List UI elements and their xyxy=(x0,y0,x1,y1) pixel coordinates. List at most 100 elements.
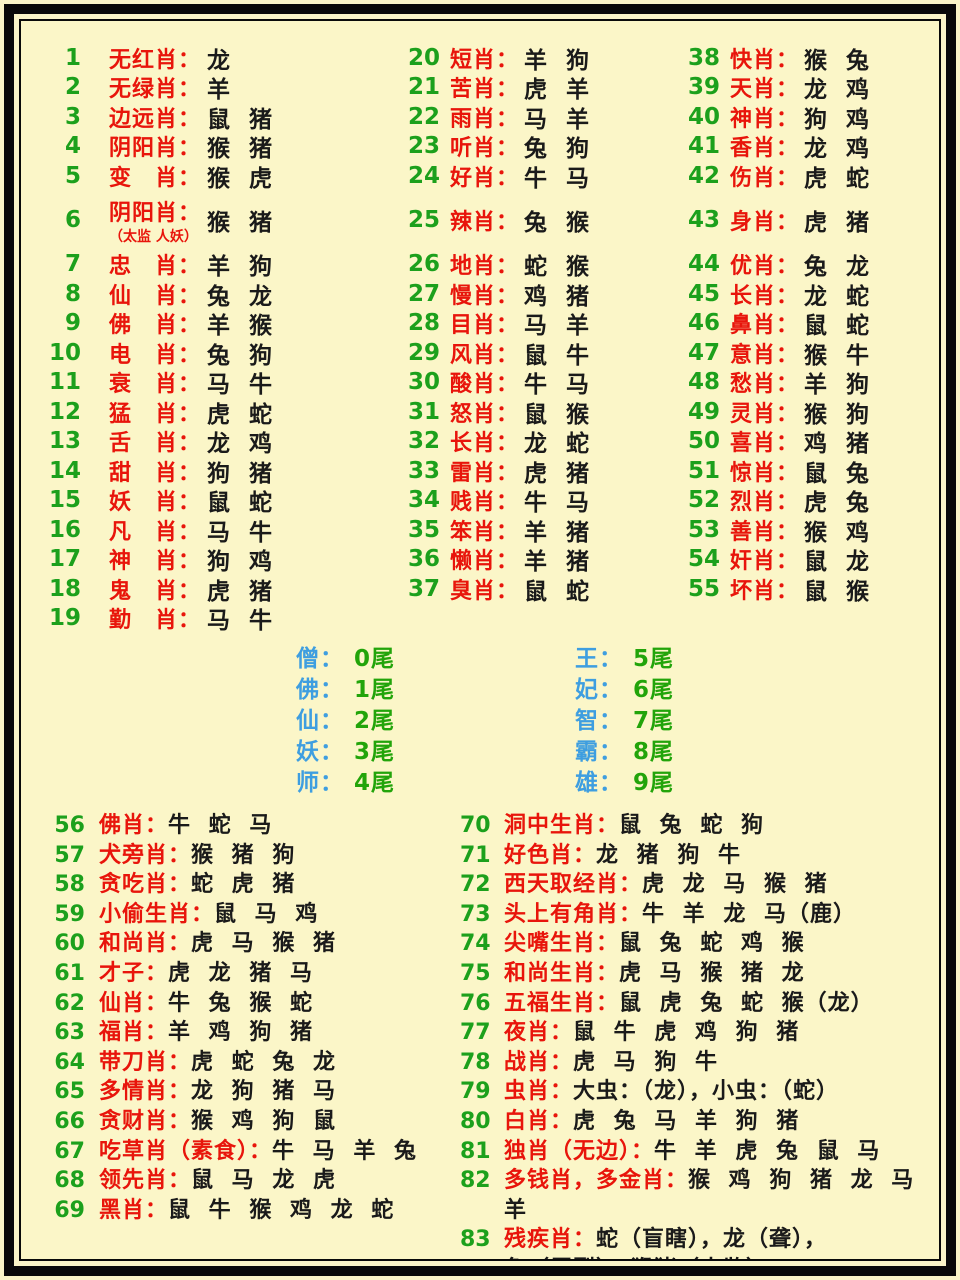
row-text: 虫肖：大虫：（龙），小虫：（蛇） xyxy=(504,1077,839,1107)
row-number: 36 xyxy=(407,546,440,573)
row-number: 14 xyxy=(48,457,81,484)
label-wrap: 酸肖： xyxy=(450,366,524,398)
row-number: 67 xyxy=(54,1138,85,1164)
row-number: 44 xyxy=(687,251,720,278)
zodiac-values: 龙 猪 狗 牛 xyxy=(596,842,741,868)
row-number: 54 xyxy=(687,546,720,573)
tail-value: 8尾 xyxy=(633,738,675,765)
category-label: 怒肖： xyxy=(450,401,520,427)
category-label: 残疾肖： xyxy=(504,1227,597,1253)
zodiac-values: 猴 狗 xyxy=(804,401,871,428)
row-text: 佛肖：牛 蛇 马 xyxy=(99,811,272,841)
zodiac-row: 55 坏肖：鼠 猴 xyxy=(645,573,939,605)
zodiac-values: 猴 虎 xyxy=(207,165,274,192)
category-label: 无绿肖： xyxy=(109,77,202,103)
zodiac-values: 狗 鸡 xyxy=(207,549,274,576)
zodiac-row: 66 贪财肖：猴 鸡 狗 鼠 xyxy=(35,1107,460,1137)
zodiac-values: 猴 猪 xyxy=(207,136,274,163)
zodiac-values: 虎 猪 xyxy=(804,210,871,236)
category-label: 犬旁肖： xyxy=(99,842,192,868)
zodiac-values: 鼠 马 龙 虎 xyxy=(191,1168,336,1194)
zodiac-values: 牛 羊 虎 兔 鼠 马 xyxy=(654,1138,881,1164)
label-wrap: 仙 肖： xyxy=(109,278,207,310)
row-number: 60 xyxy=(54,931,85,957)
category-label: 愁肖： xyxy=(730,372,800,398)
row-number: 42 xyxy=(687,162,720,189)
zodiac-row: 79 虫肖：大虫：（龙），小虫：（蛇） xyxy=(460,1077,939,1107)
category-label: 衰 肖： xyxy=(109,372,202,398)
row-number: 33 xyxy=(407,457,440,484)
row-number: 53 xyxy=(687,516,720,543)
category-label: 神肖： xyxy=(730,106,800,132)
category-label: 忠 肖： xyxy=(109,254,202,280)
row-number: 46 xyxy=(687,310,720,337)
category-label: 灵肖： xyxy=(730,401,800,427)
label-wrap: 怒肖： xyxy=(450,396,524,428)
row-number: 58 xyxy=(54,872,85,898)
zodiac-row: 21 苦肖：虎 羊 xyxy=(365,73,645,103)
zodiac-values: 龙 鸡 xyxy=(207,431,274,458)
zodiac-row: 54 奸肖：鼠 龙 xyxy=(645,545,939,575)
category-label: 仙 肖： xyxy=(109,283,202,309)
category-label: 独肖（无边）： xyxy=(504,1138,655,1164)
zodiac-row: 29 风肖：鼠 牛 xyxy=(365,338,645,369)
category-label: 惊肖： xyxy=(730,460,800,486)
zodiac-values: 鼠 牛 虎 鸡 狗 猪 xyxy=(573,1020,800,1046)
zodiac-row: 65 多情肖：龙 狗 猪 马 xyxy=(35,1077,460,1107)
tail-row: 妖： 3尾 xyxy=(296,733,395,765)
row-number: 3 xyxy=(64,103,81,130)
zodiac-row: 44 优肖：兔 龙 xyxy=(645,250,939,280)
tail-label: 妖： xyxy=(296,738,344,765)
category-label: 战肖： xyxy=(504,1049,574,1075)
row-text: 小偷生肖：鼠 马 鸡 xyxy=(99,900,318,930)
zodiac-values: 马 牛 xyxy=(207,608,274,635)
row-text: 领先肖：鼠 马 龙 虎 xyxy=(99,1166,336,1196)
zodiac-values-line2: 兔（唇裂），猴猪（太监） xyxy=(504,1255,827,1259)
label-wrap: 善肖： xyxy=(730,514,804,546)
zodiac-row: 11 衰 肖：马 牛 xyxy=(35,368,365,398)
category-label: 仙肖： xyxy=(99,990,169,1016)
row-text: 吃草肖（素食）：牛 马 羊 兔 xyxy=(99,1137,417,1167)
label-wrap: 妖 肖： xyxy=(109,484,207,516)
zodiac-row: 8 仙 肖：兔 龙 xyxy=(35,278,365,310)
row-number: 35 xyxy=(407,516,440,543)
category-label: 吃草肖（素食）： xyxy=(99,1138,273,1164)
zodiac-values: 虎 马 猴 猪 xyxy=(191,931,336,957)
tail-value: 7尾 xyxy=(633,708,675,734)
zodiac-row: 26 地肖：蛇 猴 xyxy=(365,250,645,280)
zodiac-values: 马 牛 xyxy=(207,372,274,399)
zodiac-values: 虎 猪 xyxy=(207,578,274,605)
label-wrap: 苦肖： xyxy=(450,71,524,103)
zodiac-values: 猴 鸡 狗 鼠 xyxy=(191,1108,336,1134)
category-label: 勤 肖： xyxy=(109,608,202,634)
zodiac-row: 80 白肖：虎 兔 马 羊 狗 猪 xyxy=(460,1107,939,1137)
label-wrap: 坏肖： xyxy=(730,573,804,605)
category-label: 雷肖： xyxy=(450,460,520,486)
tail-value: 9尾 xyxy=(633,769,675,796)
tail-row: 雄： 9尾 xyxy=(575,764,675,796)
zodiac-row: 71 好色肖：龙 猪 狗 牛 xyxy=(460,841,939,871)
label-wrap: 笨肖： xyxy=(450,514,524,546)
zodiac-row: 24 好肖：牛 马 xyxy=(365,161,645,192)
row-number: 74 xyxy=(460,931,491,957)
category-label: 长肖： xyxy=(450,431,520,457)
zodiac-values: 兔 狗 xyxy=(207,342,274,369)
category-label: 臭肖： xyxy=(450,578,520,604)
label-wrap: 衰 肖： xyxy=(109,366,207,398)
zodiac-row: 1 无红肖：龙 xyxy=(35,43,365,74)
category-label: 快肖： xyxy=(730,47,800,73)
zodiac-row: 57 犬旁肖：猴 猪 狗 xyxy=(35,841,460,871)
category-label: 贪吃肖： xyxy=(99,872,192,898)
zodiac-values: 蛇（盲瞎），龙（聋）， xyxy=(596,1227,828,1253)
zodiac-row: 46 鼻肖：鼠 蛇 xyxy=(645,309,939,339)
tail-label: 佛： xyxy=(296,677,344,704)
category-label: 伤肖： xyxy=(730,165,800,191)
row-number: 8 xyxy=(64,280,81,307)
zodiac-row: 70 洞中生肖：鼠 兔 蛇 狗 xyxy=(460,811,939,841)
category-label: 佛 肖： xyxy=(109,313,202,339)
category-label: 贪财肖： xyxy=(99,1108,192,1134)
tail-row: 王： 5尾 xyxy=(575,641,674,672)
row-number: 10 xyxy=(48,339,81,366)
zodiac-row: 60 和尚肖：虎 马 猴 猪 xyxy=(35,929,460,959)
